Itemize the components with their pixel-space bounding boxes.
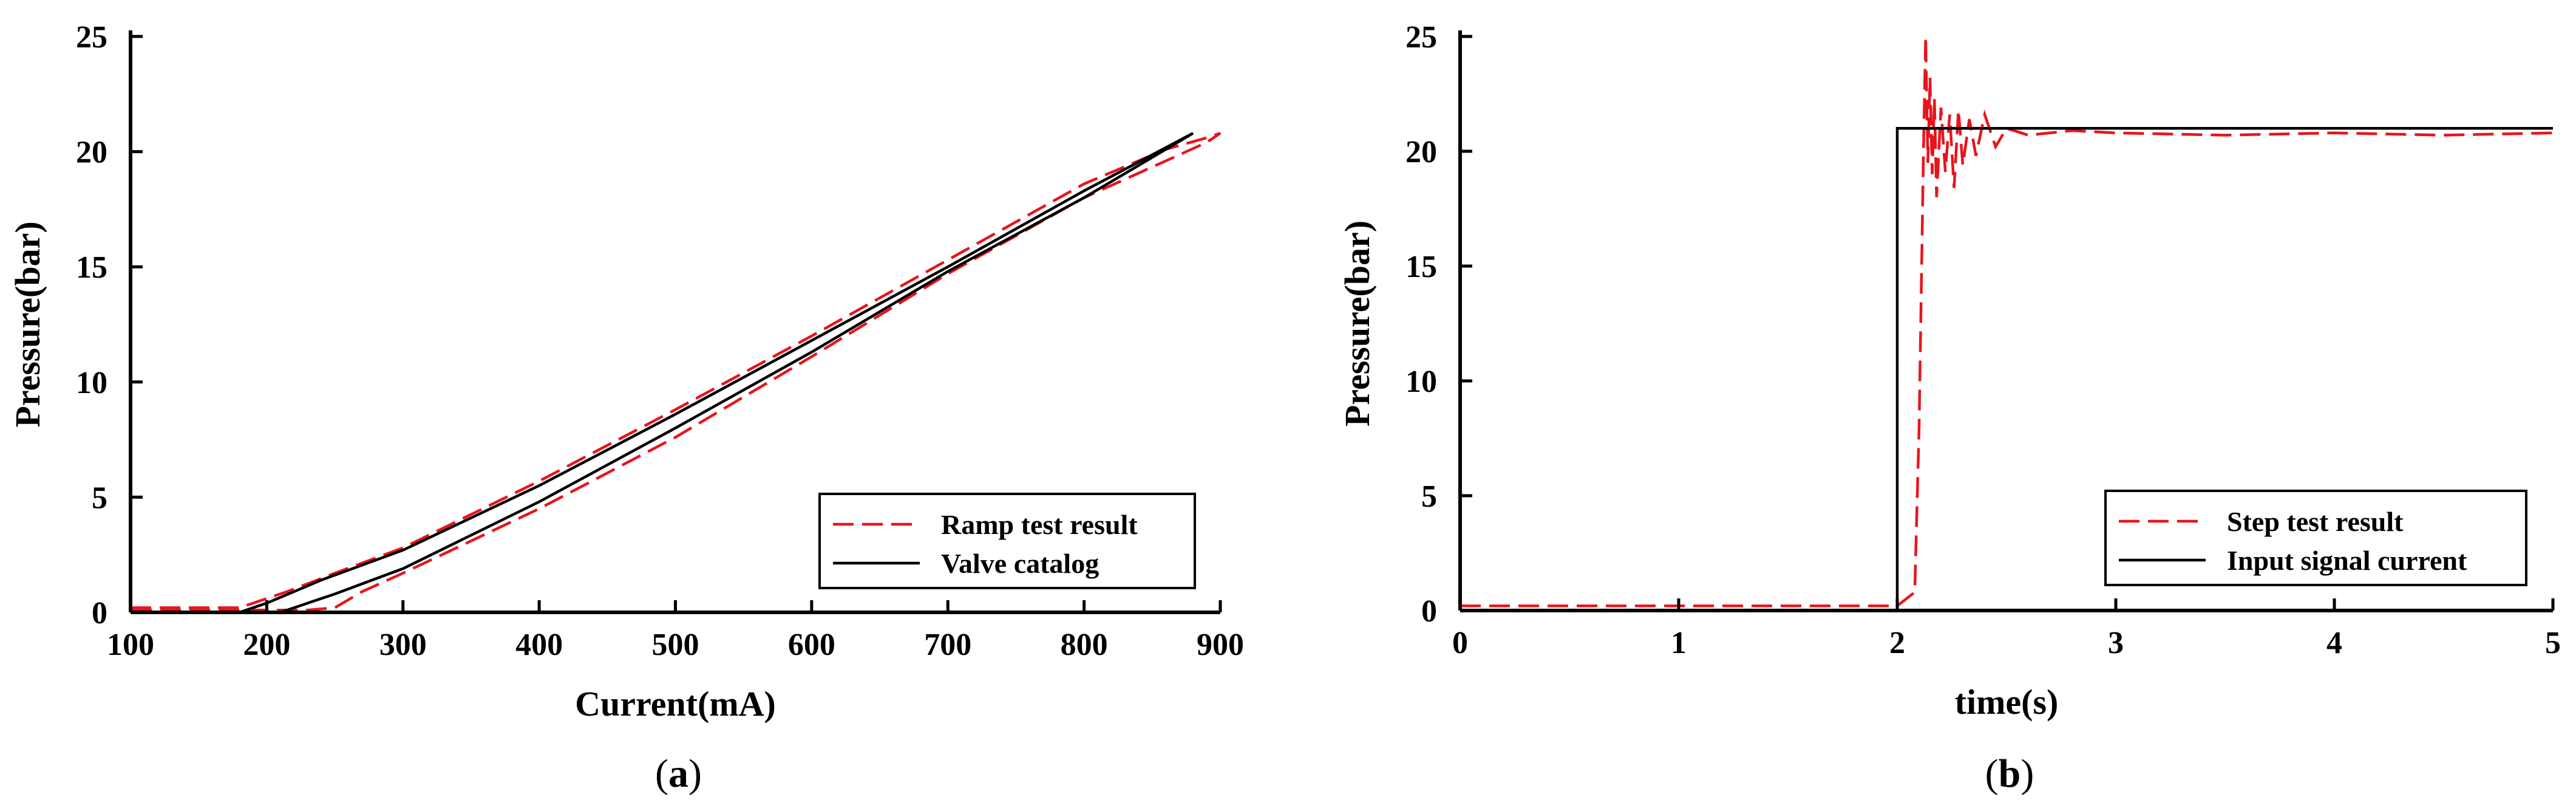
panel-b-legend-box	[2104, 490, 2527, 586]
panel-b-legend-label-input: Input signal current	[2227, 545, 2467, 576]
panel-b-series-test-result-line	[1460, 36, 2554, 607]
panel-a-y-axis-title: Pressure(bar)	[8, 221, 47, 427]
panel-a-chart: 100 200 300 400 500 600 700 800 900 0 5 10 15 20 25 Cu…	[8, 20, 1244, 796]
panel-a-legend-box	[818, 493, 1196, 589]
panel-a-x-tick-label: 900	[1197, 628, 1244, 662]
panel-b-x-tick-label: 5	[2545, 626, 2561, 660]
panel-b-label: (b)	[1985, 751, 2034, 796]
panel-a-y-tick-label: 15	[76, 250, 107, 285]
panel-b-chart: 0 1 2 3 4 5 0 5 10 15 20 25 time(s) Pressure(bar) (…	[1337, 20, 2561, 796]
panel-a-label: (a)	[655, 751, 702, 796]
panel-b-x-tick-label: 0	[1452, 626, 1468, 660]
panel-a-y-tick-label: 25	[76, 20, 107, 55]
panel-a-y-tick-label: 0	[92, 596, 107, 631]
panel-a-x-axis-title: Current(mA)	[575, 684, 776, 724]
panel-a-ticks: 100 200 300 400 500 600 700 800 900 0 5 10 15 20 25	[76, 20, 1244, 662]
panel-a-series-test-result-line	[131, 132, 1222, 612]
panel-b-ticks: 0 1 2 3 4 5 0 5 10 15 20 25	[1405, 20, 2561, 660]
panel-b-x-axis-title: time(s)	[1955, 682, 2059, 722]
panel-b-x-tick-label: 2	[1889, 626, 1905, 660]
panel-a-series-layer	[131, 132, 1222, 614]
panel-a-x-tick-label: 200	[243, 628, 290, 662]
panel-a-y-tick-label: 20	[76, 135, 107, 170]
panel-b-x-tick-label: 1	[1671, 626, 1687, 660]
panel-b-legend-label-step: Step test result	[2227, 506, 2404, 537]
panel-b-y-tick-label: 5	[1421, 479, 1437, 514]
panel-a-x-tick-label: 500	[652, 628, 699, 662]
panel-b-legend: Step test result Input signal current	[2104, 490, 2527, 586]
panel-a-x-tick-label: 100	[107, 628, 154, 662]
panel-a-x-tick-label: 300	[379, 628, 427, 662]
panel-b-y-tick-label: 10	[1405, 364, 1437, 399]
panel-a-label-letter: a	[668, 751, 688, 796]
panel-b-x-tick-label: 3	[2108, 626, 2124, 660]
panel-a-x-tick-label: 400	[515, 628, 563, 662]
panel-b-label-letter: b	[1999, 751, 2021, 796]
panel-b-y-tick-label: 0	[1421, 594, 1437, 629]
panel-b-y-axis-title: Pressure(bar)	[1337, 221, 1377, 426]
panel-a-x-tick-label: 700	[924, 628, 971, 662]
panel-b-x-tick-label: 4	[2326, 626, 2342, 660]
panel-a-legend-label-ramp: Ramp test result	[941, 509, 1138, 540]
panel-b-y-tick-label: 20	[1405, 135, 1437, 169]
panel-a-y-tick-label: 5	[92, 481, 107, 515]
panel-a-series-reference-line	[239, 132, 1194, 614]
panel-a-x-tick-label: 800	[1061, 628, 1108, 662]
panel-a-y-tick-label: 10	[76, 366, 107, 400]
panel-b-y-tick-label: 25	[1405, 20, 1437, 55]
panel-a-legend: Ramp test result Valve catalog	[818, 493, 1196, 589]
panel-a-x-tick-label: 600	[788, 628, 835, 662]
panel-b-y-tick-label: 15	[1405, 250, 1437, 284]
panel-a-legend-label-catalog: Valve catalog	[941, 548, 1099, 579]
